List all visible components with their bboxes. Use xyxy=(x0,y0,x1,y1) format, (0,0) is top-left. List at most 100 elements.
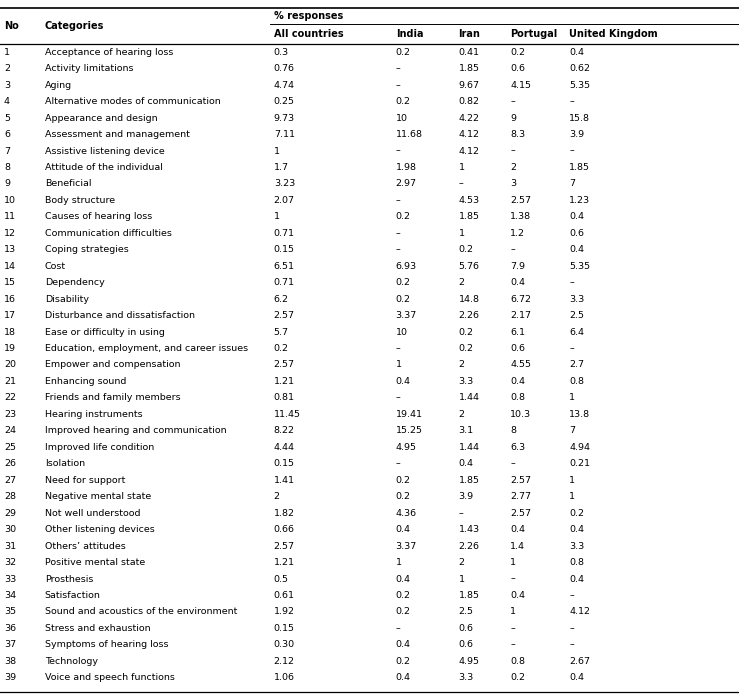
Text: 0.4: 0.4 xyxy=(395,377,411,386)
Text: –: – xyxy=(510,624,515,633)
Text: –: – xyxy=(458,180,463,189)
Text: 0.4: 0.4 xyxy=(510,278,525,287)
Text: 26: 26 xyxy=(4,459,16,468)
Text: –: – xyxy=(395,146,401,155)
Text: 0.4: 0.4 xyxy=(395,640,411,649)
Text: 1: 1 xyxy=(458,574,465,583)
Text: Coping strategies: Coping strategies xyxy=(44,245,129,254)
Text: 11.45: 11.45 xyxy=(273,410,301,419)
Text: –: – xyxy=(395,81,401,90)
Text: 6.51: 6.51 xyxy=(273,262,295,271)
Text: 19.41: 19.41 xyxy=(395,410,423,419)
Text: 1: 1 xyxy=(395,361,402,370)
Text: 0.82: 0.82 xyxy=(458,97,480,106)
Text: –: – xyxy=(510,245,515,254)
Text: 33: 33 xyxy=(4,574,16,583)
Text: 2: 2 xyxy=(458,410,465,419)
Text: –: – xyxy=(395,64,401,73)
Text: 0.2: 0.2 xyxy=(395,97,411,106)
Text: 0.2: 0.2 xyxy=(395,657,411,666)
Text: % responses: % responses xyxy=(273,11,343,21)
Text: 4.15: 4.15 xyxy=(510,81,531,90)
Text: 1.23: 1.23 xyxy=(569,196,590,205)
Text: 39: 39 xyxy=(4,673,16,682)
Text: 32: 32 xyxy=(4,558,16,567)
Text: 12: 12 xyxy=(4,229,16,238)
Text: Voice and speech functions: Voice and speech functions xyxy=(44,673,174,682)
Text: 2: 2 xyxy=(458,361,465,370)
Text: 0.4: 0.4 xyxy=(510,377,525,386)
Text: Need for support: Need for support xyxy=(44,476,125,484)
Text: 21: 21 xyxy=(4,377,16,386)
Text: 0.4: 0.4 xyxy=(510,591,525,600)
Text: Assessment and management: Assessment and management xyxy=(44,130,189,139)
Text: 4.95: 4.95 xyxy=(395,443,417,452)
Text: Disturbance and dissatisfaction: Disturbance and dissatisfaction xyxy=(44,311,194,320)
Text: 5.35: 5.35 xyxy=(569,81,590,90)
Text: 8.3: 8.3 xyxy=(510,130,525,139)
Text: Improved life condition: Improved life condition xyxy=(44,443,154,452)
Text: 0.2: 0.2 xyxy=(458,245,474,254)
Text: 0.2: 0.2 xyxy=(510,673,525,682)
Text: 5: 5 xyxy=(4,113,10,122)
Text: 0.21: 0.21 xyxy=(569,459,590,468)
Text: 1: 1 xyxy=(569,393,576,402)
Text: 1.4: 1.4 xyxy=(510,541,525,551)
Text: Others’ attitudes: Others’ attitudes xyxy=(44,541,126,551)
Text: 0.2: 0.2 xyxy=(395,591,411,600)
Text: 15.8: 15.8 xyxy=(569,113,590,122)
Text: 6.2: 6.2 xyxy=(273,294,289,303)
Text: Communication difficulties: Communication difficulties xyxy=(44,229,171,238)
Text: Stress and exhaustion: Stress and exhaustion xyxy=(44,624,150,633)
Text: 29: 29 xyxy=(4,509,16,518)
Text: 4.36: 4.36 xyxy=(395,509,417,518)
Text: 1.21: 1.21 xyxy=(273,377,295,386)
Text: 2.57: 2.57 xyxy=(273,361,295,370)
Text: 35: 35 xyxy=(4,608,16,617)
Text: –: – xyxy=(395,624,401,633)
Text: 0.2: 0.2 xyxy=(395,278,411,287)
Text: Prosthesis: Prosthesis xyxy=(44,574,93,583)
Text: 3.9: 3.9 xyxy=(569,130,585,139)
Text: 6.1: 6.1 xyxy=(510,328,525,337)
Text: 9.73: 9.73 xyxy=(273,113,295,122)
Text: 6.72: 6.72 xyxy=(510,294,531,303)
Text: 0.2: 0.2 xyxy=(458,344,474,353)
Text: 14.8: 14.8 xyxy=(458,294,480,303)
Text: 0.76: 0.76 xyxy=(273,64,295,73)
Text: 20: 20 xyxy=(4,361,16,370)
Text: 3.37: 3.37 xyxy=(395,311,417,320)
Text: 38: 38 xyxy=(4,657,16,666)
Text: 0.81: 0.81 xyxy=(273,393,295,402)
Text: 0.2: 0.2 xyxy=(395,492,411,501)
Text: Acceptance of hearing loss: Acceptance of hearing loss xyxy=(44,48,173,57)
Text: 1.85: 1.85 xyxy=(569,163,590,172)
Text: 5.76: 5.76 xyxy=(458,262,480,271)
Text: 0.4: 0.4 xyxy=(569,673,585,682)
Text: Appearance and design: Appearance and design xyxy=(44,113,157,122)
Text: Hearing instruments: Hearing instruments xyxy=(44,410,143,419)
Text: 1.85: 1.85 xyxy=(458,476,480,484)
Text: 4.22: 4.22 xyxy=(458,113,480,122)
Text: 7.11: 7.11 xyxy=(273,130,295,139)
Text: 7.9: 7.9 xyxy=(510,262,525,271)
Text: 1.43: 1.43 xyxy=(458,525,480,534)
Text: Sound and acoustics of the environment: Sound and acoustics of the environment xyxy=(44,608,237,617)
Text: 1: 1 xyxy=(458,163,465,172)
Text: 0.6: 0.6 xyxy=(569,229,585,238)
Text: 0.8: 0.8 xyxy=(569,377,585,386)
Text: 22: 22 xyxy=(4,393,16,402)
Text: 1: 1 xyxy=(273,146,280,155)
Text: 0.61: 0.61 xyxy=(273,591,295,600)
Text: –: – xyxy=(569,640,574,649)
Text: 0.15: 0.15 xyxy=(273,245,295,254)
Text: 4.74: 4.74 xyxy=(273,81,295,90)
Text: 2.5: 2.5 xyxy=(458,608,474,617)
Text: 3: 3 xyxy=(510,180,517,189)
Text: 6.4: 6.4 xyxy=(569,328,585,337)
Text: 0.4: 0.4 xyxy=(569,574,585,583)
Text: 0.6: 0.6 xyxy=(458,640,474,649)
Text: –: – xyxy=(395,459,401,468)
Text: 10: 10 xyxy=(395,113,408,122)
Text: 4.12: 4.12 xyxy=(569,608,590,617)
